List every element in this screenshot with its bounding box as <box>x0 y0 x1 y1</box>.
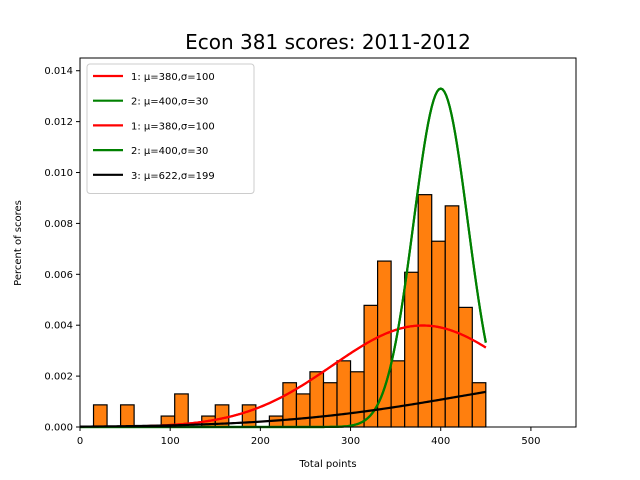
legend: 1: μ=380,σ=100 2: μ=400,σ=30 1: μ=380,σ=10… <box>86 63 255 194</box>
histogram-bar <box>336 360 352 428</box>
y-tick-label: 0.014 <box>44 66 73 77</box>
histogram-bar <box>444 205 460 428</box>
x-tick-label: 0 <box>77 436 83 447</box>
legend-box <box>86 63 255 194</box>
x-axis-label: Total points <box>298 459 356 470</box>
histogram-bar <box>119 404 135 428</box>
x-axis: 0 100 200 300 400 500 <box>77 427 540 447</box>
x-tick-label: 400 <box>431 436 450 447</box>
y-tick-label: 0.006 <box>44 270 73 281</box>
chart-title: Econ 381 scores: 2011-2012 <box>185 30 471 54</box>
x-tick-label: 300 <box>341 436 360 447</box>
x-tick-label: 100 <box>161 436 180 447</box>
y-tick-label: 0.002 <box>44 372 73 383</box>
histogram-bar <box>458 306 473 428</box>
histogram-bar <box>471 382 487 428</box>
histogram-bar <box>92 404 108 428</box>
x-tick-label: 500 <box>521 436 540 447</box>
y-tick-label: 0.004 <box>44 321 73 332</box>
y-axis: 0.000 0.002 0.004 0.006 0.008 0.010 0.012 0.014 <box>44 66 80 434</box>
y-tick-label: 0.012 <box>44 117 73 128</box>
histogram-bar <box>417 194 433 428</box>
histogram-bar <box>322 382 338 428</box>
plot-frame <box>79 57 577 428</box>
x-tick-label: 200 <box>251 436 270 447</box>
legend-label: 1: μ=380,σ=100 <box>131 72 215 83</box>
legend-label: 2: μ=400,σ=30 <box>131 97 208 108</box>
histogram-bar <box>174 393 189 428</box>
histogram-bar <box>295 393 311 428</box>
y-tick-label: 0.008 <box>44 219 73 230</box>
histogram-bar <box>390 360 406 428</box>
y-tick-label: 0.000 <box>44 423 73 434</box>
histogram-bar <box>349 371 365 428</box>
y-axis-label: Percent of scores <box>13 200 24 286</box>
density-curve <box>79 390 487 428</box>
y-tick-label: 0.010 <box>44 168 73 179</box>
legend-label: 1: μ=380,σ=100 <box>131 121 215 132</box>
legend-label: 3: μ=622,σ=199 <box>131 171 215 182</box>
histogram-bar <box>241 404 257 428</box>
legend-label: 2: μ=400,σ=30 <box>131 146 208 157</box>
